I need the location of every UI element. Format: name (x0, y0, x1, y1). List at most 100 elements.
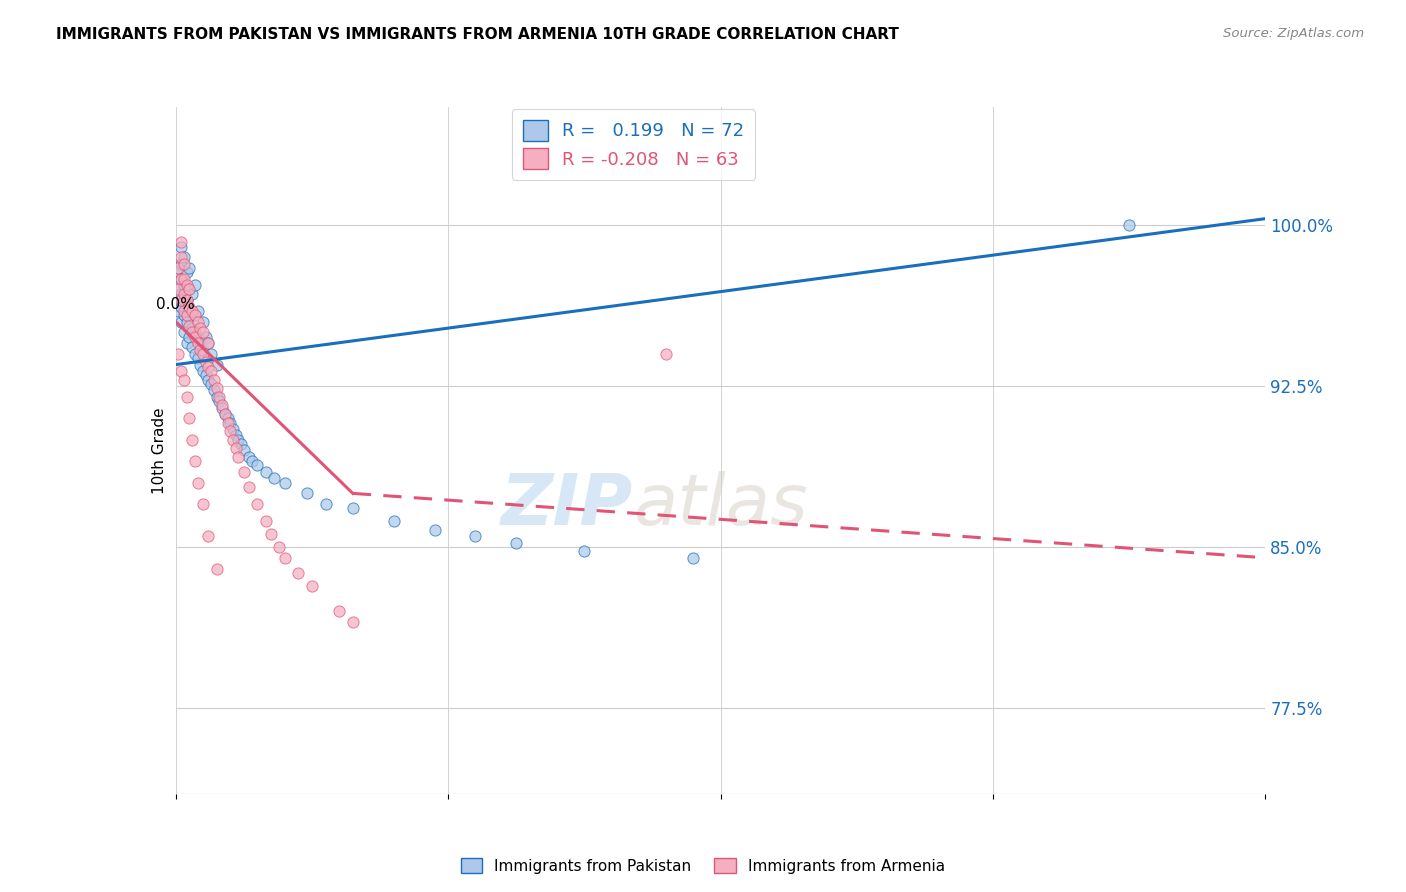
Point (274, 475, 297, 490)
Point (179, 283, 201, 297)
Point (184, 329, 207, 343)
Point (295, 486, 318, 500)
Point (246, 458, 269, 473)
Point (184, 326, 207, 340)
Point (197, 529, 219, 543)
Point (238, 450, 260, 464)
Point (208, 394, 231, 409)
Point (184, 308, 207, 322)
Point (191, 497, 214, 511)
Point (274, 550, 297, 565)
Point (181, 341, 204, 355)
Point (173, 286, 195, 301)
Point (181, 433, 204, 447)
Point (173, 272, 195, 286)
Point (191, 326, 214, 340)
Point (214, 407, 236, 421)
Point (173, 304, 195, 318)
Point (170, 272, 193, 286)
Point (217, 416, 239, 430)
Point (240, 454, 263, 468)
Point (202, 384, 225, 398)
Point (269, 540, 291, 554)
Point (197, 336, 219, 351)
Point (184, 278, 207, 293)
Point (188, 343, 211, 357)
Point (176, 278, 198, 293)
Point (238, 480, 260, 494)
Point (167, 260, 190, 275)
Point (176, 293, 198, 308)
Point (179, 411, 201, 425)
Point (194, 355, 217, 369)
Point (179, 304, 201, 318)
Point (186, 475, 209, 490)
Legend: Immigrants from Pakistan, Immigrants from Armenia: Immigrants from Pakistan, Immigrants fro… (454, 852, 952, 880)
Point (655, 347, 678, 361)
Point (342, 501, 364, 516)
Point (225, 442, 247, 456)
Text: IMMIGRANTS FROM PAKISTAN VS IMMIGRANTS FROM ARMENIA 10TH GRADE CORRELATION CHART: IMMIGRANTS FROM PAKISTAN VS IMMIGRANTS F… (56, 27, 898, 42)
Point (342, 615, 364, 630)
Point (179, 300, 201, 314)
Point (254, 514, 277, 528)
Point (202, 373, 225, 387)
Point (200, 347, 222, 361)
Point (186, 315, 209, 329)
Point (170, 235, 193, 250)
Point (186, 351, 209, 366)
Point (228, 433, 250, 447)
Point (173, 308, 195, 322)
Point (176, 265, 198, 279)
Point (181, 321, 204, 335)
Text: Source: ZipAtlas.com: Source: ZipAtlas.com (1223, 27, 1364, 40)
Point (188, 321, 211, 335)
Point (167, 260, 190, 275)
Point (194, 368, 217, 383)
Point (184, 347, 207, 361)
Point (263, 471, 285, 485)
Point (167, 347, 190, 361)
Point (167, 283, 190, 297)
Point (287, 566, 309, 580)
Point (179, 260, 201, 275)
Point (170, 239, 193, 253)
Point (214, 407, 236, 421)
Point (382, 514, 405, 528)
Point (170, 250, 193, 264)
Point (197, 336, 219, 351)
Point (464, 529, 486, 543)
Point (205, 381, 228, 395)
Text: atlas: atlas (633, 471, 808, 540)
Point (231, 437, 253, 451)
Point (179, 329, 201, 343)
Point (176, 390, 198, 404)
Point (173, 293, 195, 308)
Point (181, 326, 204, 340)
Point (315, 497, 337, 511)
Point (170, 300, 193, 314)
Point (225, 428, 247, 442)
Point (188, 336, 211, 351)
Text: 0.0%: 0.0% (156, 297, 195, 312)
Point (173, 373, 195, 387)
Point (191, 343, 214, 357)
Point (167, 304, 190, 318)
Point (254, 465, 277, 479)
Point (219, 424, 242, 438)
Point (574, 544, 596, 558)
Point (208, 390, 231, 404)
Point (197, 373, 219, 387)
Y-axis label: 10th Grade: 10th Grade (152, 407, 167, 494)
Point (246, 497, 269, 511)
Point (222, 422, 245, 436)
Point (181, 304, 204, 318)
Point (1118, 218, 1140, 232)
Point (228, 450, 250, 464)
Point (173, 257, 195, 271)
Point (170, 257, 193, 271)
Point (197, 359, 219, 374)
Point (219, 416, 242, 430)
Point (170, 293, 193, 308)
Point (184, 308, 207, 322)
